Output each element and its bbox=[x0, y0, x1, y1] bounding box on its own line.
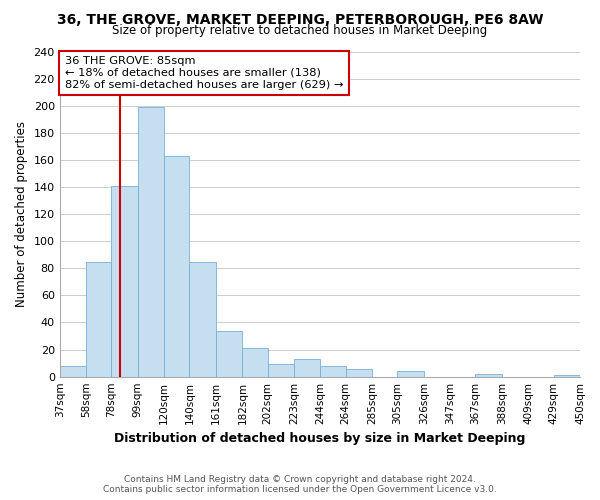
Bar bbox=[164, 156, 190, 376]
Bar bbox=[190, 262, 216, 376]
Bar bbox=[216, 330, 242, 376]
Text: 36, THE GROVE, MARKET DEEPING, PETERBOROUGH, PE6 8AW: 36, THE GROVE, MARKET DEEPING, PETERBORO… bbox=[57, 12, 543, 26]
Bar bbox=[138, 107, 164, 376]
Text: Contains HM Land Registry data © Crown copyright and database right 2024.
Contai: Contains HM Land Registry data © Crown c… bbox=[103, 474, 497, 494]
Bar bbox=[346, 368, 372, 376]
Bar bbox=[475, 374, 502, 376]
Bar bbox=[320, 366, 346, 376]
Bar bbox=[59, 366, 86, 376]
Bar bbox=[86, 262, 112, 376]
Bar bbox=[242, 348, 268, 376]
Bar bbox=[112, 186, 138, 376]
X-axis label: Distribution of detached houses by size in Market Deeping: Distribution of detached houses by size … bbox=[114, 432, 526, 445]
Y-axis label: Number of detached properties: Number of detached properties bbox=[15, 121, 28, 307]
Bar bbox=[268, 364, 294, 376]
Text: 36 THE GROVE: 85sqm
← 18% of detached houses are smaller (138)
82% of semi-detac: 36 THE GROVE: 85sqm ← 18% of detached ho… bbox=[65, 56, 343, 90]
Bar bbox=[397, 372, 424, 376]
Text: Size of property relative to detached houses in Market Deeping: Size of property relative to detached ho… bbox=[112, 24, 488, 37]
Bar bbox=[294, 359, 320, 376]
